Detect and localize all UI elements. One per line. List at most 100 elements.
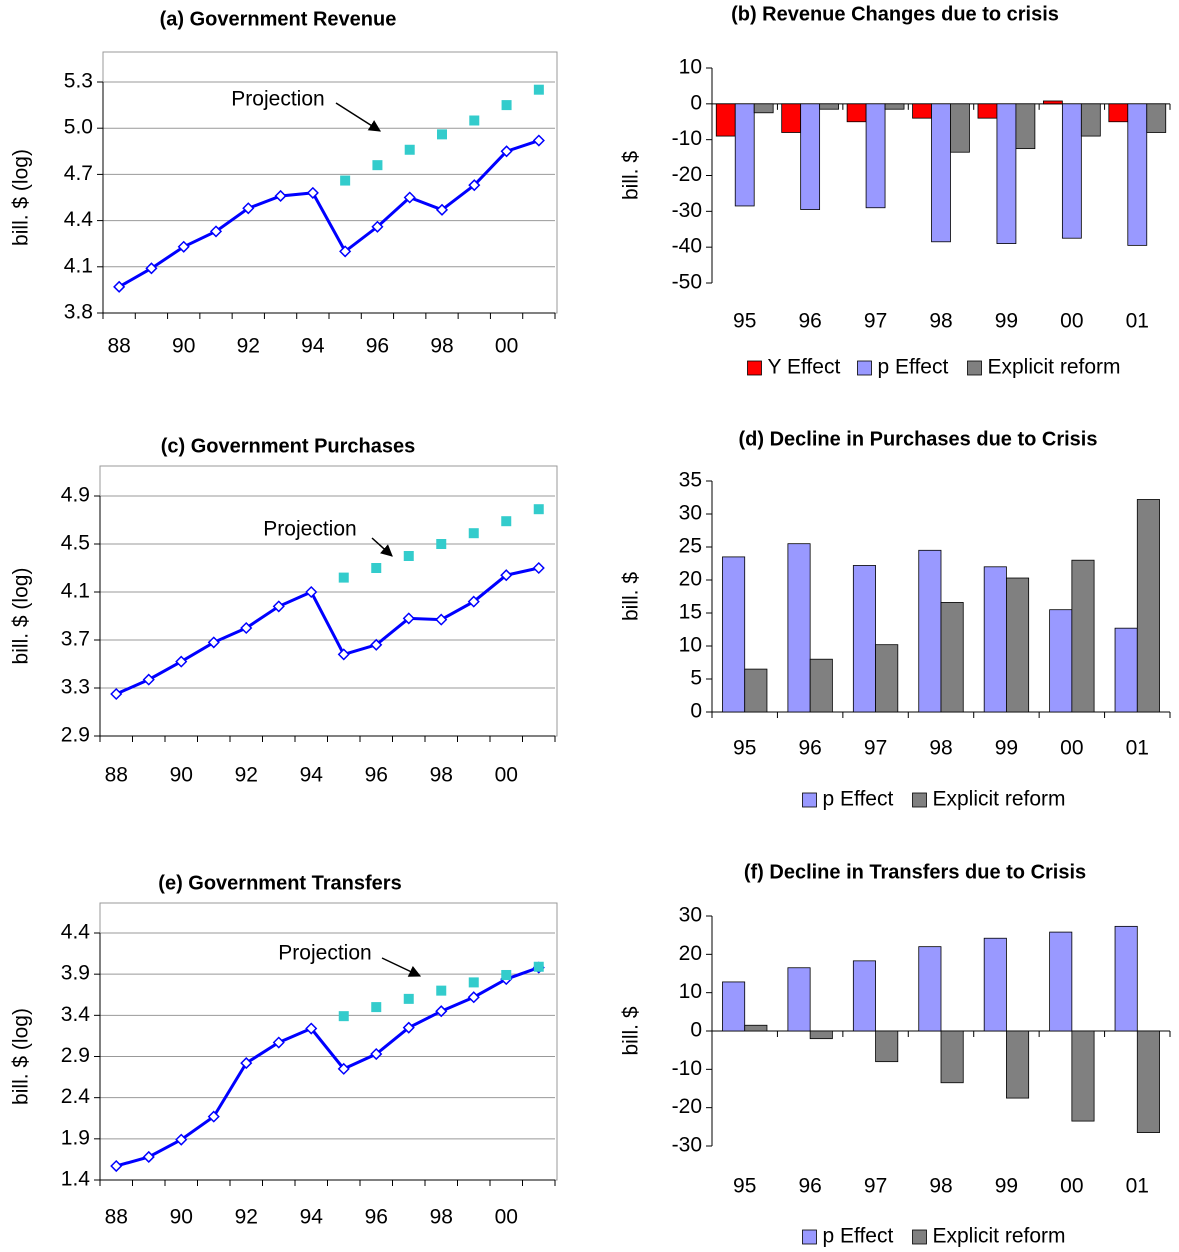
series-line (115, 566, 540, 696)
bar (983, 937, 1007, 1032)
point (272, 1036, 285, 1049)
point (467, 991, 480, 1004)
y-tick-label: -40 (672, 235, 702, 258)
legend-swatch (967, 360, 982, 376)
bar (983, 566, 1007, 713)
x-tick-label: 00 (1060, 310, 1083, 333)
bar (918, 549, 942, 713)
x-tick-label: 95 (733, 1175, 756, 1198)
x-tick-label: 88 (105, 764, 128, 787)
point (207, 1110, 220, 1123)
legend-swatch (857, 360, 872, 376)
point (532, 134, 545, 147)
x-tick-label: 92 (235, 1206, 258, 1229)
point (305, 1022, 318, 1035)
y-tick-label: 3.9 (61, 962, 90, 985)
x-tick-label: 98 (430, 335, 453, 358)
y-tick-label: 5.3 (64, 70, 93, 93)
annotation-arrow (335, 102, 382, 132)
x-tick-label: 97 (864, 737, 887, 760)
x-tick-label: 98 (430, 1206, 453, 1229)
bar (1136, 499, 1160, 713)
y-tick-label: 4.5 (61, 532, 90, 555)
x-tick-label: 95 (733, 310, 756, 333)
bar (1108, 103, 1129, 123)
chart-title: (b) Revenue Changes due to crisis (731, 3, 1059, 25)
bar (1049, 931, 1073, 1032)
x-tick-label: 96 (365, 764, 388, 787)
point (435, 203, 449, 216)
x-tick-label: 98 (929, 1175, 952, 1198)
bar (931, 103, 951, 243)
x-tick-label: 94 (300, 1206, 324, 1229)
bar (1006, 1030, 1030, 1099)
point (435, 613, 448, 626)
y-axis-label: bill. $ (620, 572, 643, 621)
y-tick-label: 15 (679, 601, 702, 624)
x-tick-label: 99 (995, 737, 1018, 760)
x-tick-label: 97 (864, 310, 887, 333)
x-tick-label: 00 (495, 764, 518, 787)
point (175, 1133, 188, 1146)
y-tick-label: 4.4 (64, 208, 94, 231)
point (145, 262, 158, 275)
x-tick-label: 00 (495, 335, 518, 358)
bar (809, 658, 833, 713)
annotation: Projection (231, 88, 324, 111)
x-tick-label: 01 (1126, 310, 1149, 333)
bar (852, 960, 876, 1032)
legend-swatch (747, 360, 762, 376)
point (436, 539, 447, 549)
point (113, 280, 126, 293)
point (533, 84, 544, 95)
point (274, 189, 287, 203)
y-tick-label: 0 (690, 700, 702, 723)
point (337, 1062, 350, 1075)
bar (722, 981, 746, 1032)
bar (722, 556, 746, 713)
point (500, 569, 513, 582)
y-axis-label: bill. $ (log) (10, 568, 33, 665)
point (402, 612, 415, 625)
bar (918, 946, 942, 1032)
y-tick-label: 20 (679, 568, 702, 591)
point (142, 673, 155, 686)
y-tick-label: 4.4 (61, 921, 91, 944)
annotation: Projection (278, 942, 371, 965)
point (240, 621, 253, 635)
chart-title: (a) Government Revenue (160, 8, 397, 30)
point (500, 145, 513, 158)
bar (753, 103, 774, 114)
x-tick-label: 90 (170, 1206, 193, 1229)
chart-title: (f) Decline in Transfers due to Crisis (744, 861, 1086, 883)
y-tick-label: 25 (679, 535, 702, 558)
y-tick-label: 10 (679, 56, 702, 79)
bar (875, 1030, 899, 1063)
x-tick-label: 92 (235, 764, 258, 787)
bar (1127, 103, 1148, 246)
point (240, 1057, 253, 1070)
legend-swatch (802, 792, 817, 808)
x-tick-label: 96 (798, 737, 821, 760)
y-tick-label: 4.9 (61, 484, 90, 507)
bar (715, 103, 736, 137)
legend-label: p Effect (878, 356, 949, 379)
point (533, 961, 544, 972)
legend-label: Y Effect (768, 356, 841, 379)
point (370, 1047, 383, 1061)
point (337, 648, 350, 661)
point (142, 1150, 155, 1164)
y-tick-label: -50 (672, 271, 702, 294)
bar (1042, 100, 1063, 105)
y-tick-label: 3.3 (61, 676, 90, 699)
annotation-arrow (371, 537, 393, 557)
bar (800, 103, 821, 210)
point (435, 1005, 448, 1018)
point (306, 186, 319, 199)
legend-label: p Effect (823, 788, 894, 811)
bar (884, 103, 905, 110)
legend-swatch (912, 1229, 927, 1245)
y-tick-label: 10 (679, 634, 702, 657)
series-line (115, 966, 540, 1168)
